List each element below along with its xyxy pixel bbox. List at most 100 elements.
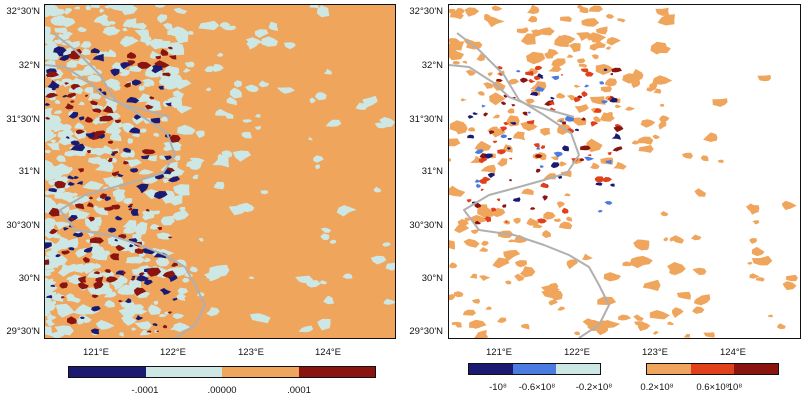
field-patch-darkred: [128, 127, 141, 134]
field-patch-lightblue: [355, 102, 368, 110]
left-river: [45, 64, 171, 118]
field-patch-darkred: [130, 168, 139, 173]
field-patch-navy: [61, 250, 71, 255]
left-lon-label: 122°E: [160, 347, 186, 358]
field-patch-navy: [172, 297, 178, 301]
field-patch-orange: [497, 317, 507, 323]
field-patch-orange: [663, 237, 668, 242]
field-patch-darkred: [110, 153, 115, 156]
field-patch-lightblue: [54, 99, 61, 104]
field-patch-lightblue: [91, 250, 108, 261]
field-patch-orange: [491, 207, 506, 218]
field-patch-orange: [573, 84, 581, 88]
left-map-plot: [44, 4, 396, 339]
field-patch-orange: [485, 306, 492, 310]
field-patch-cell: [509, 121, 517, 125]
field-patch-orange: [465, 69, 476, 76]
field-patch-lightblue: [329, 239, 337, 244]
field-patch-navy: [45, 295, 53, 299]
field-patch-orange: [484, 15, 497, 23]
field-patch-orange: [492, 114, 500, 119]
field-patch-orange: [506, 115, 520, 127]
field-patch-navy: [135, 315, 144, 321]
field-patch-cell: [484, 153, 493, 159]
field-patch-navy: [67, 175, 74, 180]
field-patch-lightblue: [45, 307, 51, 315]
field-patch-lightblue: [92, 117, 101, 125]
field-patch-cell: [525, 70, 534, 76]
field-patch-cell: [484, 216, 491, 223]
field-patch-orange: [453, 8, 465, 14]
field-patch-cell: [590, 121, 599, 127]
field-patch-orange: [781, 200, 797, 210]
field-patch-lightblue: [167, 96, 183, 109]
right-map-plot: [448, 4, 801, 339]
field-patch-darkred: [45, 92, 59, 99]
field-patch-lightblue: [57, 129, 75, 140]
field-patch-darkred: [70, 143, 86, 152]
field-patch-orange: [746, 203, 760, 213]
field-patch-cell: [482, 176, 491, 182]
field-patch-lightblue: [125, 304, 135, 311]
left-colorbar-label: .00000: [207, 385, 237, 396]
field-patch-darkred: [69, 218, 74, 221]
field-patch-lightblue: [323, 68, 332, 75]
field-patch-lightblue: [104, 5, 110, 9]
field-patch-orange: [683, 333, 690, 338]
field-patch-lightblue: [146, 155, 158, 162]
field-patch-cell: [561, 121, 567, 125]
field-patch-darkred: [168, 134, 181, 143]
field-patch-cell: [474, 149, 484, 155]
field-patch-lightblue: [58, 263, 76, 277]
field-patch-darkred: [64, 82, 70, 85]
field-patch-cell: [502, 204, 507, 208]
field-patch-cell: [609, 96, 614, 98]
field-patch-lightblue: [115, 195, 124, 203]
field-patch-navy: [55, 254, 61, 258]
field-patch-lightblue: [118, 307, 136, 321]
field-patch-lightblue: [119, 332, 125, 337]
field-patch-lightblue: [50, 139, 56, 144]
field-patch-cell: [550, 96, 555, 100]
field-patch-cell: [528, 78, 536, 83]
field-patch-cell: [614, 124, 622, 127]
field-patch-navy: [82, 256, 90, 263]
field-patch-cell: [472, 112, 478, 115]
field-patch-orange: [480, 164, 496, 174]
field-patch-cell: [584, 156, 595, 161]
right-lat-label: 32°30'N: [409, 6, 443, 17]
field-patch-navy: [138, 272, 145, 276]
field-patch-navy: [145, 208, 150, 212]
field-patch-orange: [453, 123, 468, 135]
left-lat-label: 29°30'N: [6, 326, 40, 337]
field-patch-orange: [700, 155, 709, 162]
right-lon-label: 123°E: [642, 347, 668, 358]
right-lat-label: 30°N: [421, 273, 443, 284]
field-patch-navy: [128, 205, 133, 208]
field-patch-lightblue: [55, 303, 71, 313]
field-patch-lightblue: [45, 32, 57, 41]
field-patch-orange: [513, 217, 521, 224]
field-patch-orange: [782, 281, 797, 291]
field-patch-darkred: [51, 87, 56, 91]
field-patch-navy: [65, 136, 70, 139]
field-patch-lightblue: [161, 215, 175, 226]
field-patch-cell: [550, 162, 560, 169]
field-patch-cell: [516, 70, 521, 73]
field-patch-lightblue: [67, 263, 86, 273]
field-patch-orange: [660, 211, 669, 217]
field-patch-cell: [584, 84, 590, 88]
field-patch-cell: [520, 77, 529, 83]
field-patch-navy: [162, 72, 170, 77]
field-patch-lightblue: [305, 280, 321, 288]
field-patch-lightblue: [215, 108, 229, 116]
field-patch-orange: [476, 53, 485, 62]
field-patch-lightblue: [48, 321, 56, 327]
field-patch-navy: [51, 228, 59, 234]
field-patch-lightblue: [164, 82, 179, 90]
field-patch-navy: [114, 238, 118, 242]
field-patch-cell: [526, 120, 535, 125]
left-lat-label: 31°30'N: [6, 114, 40, 125]
field-patch-orange: [649, 82, 658, 89]
field-patch-lightblue: [268, 21, 279, 31]
